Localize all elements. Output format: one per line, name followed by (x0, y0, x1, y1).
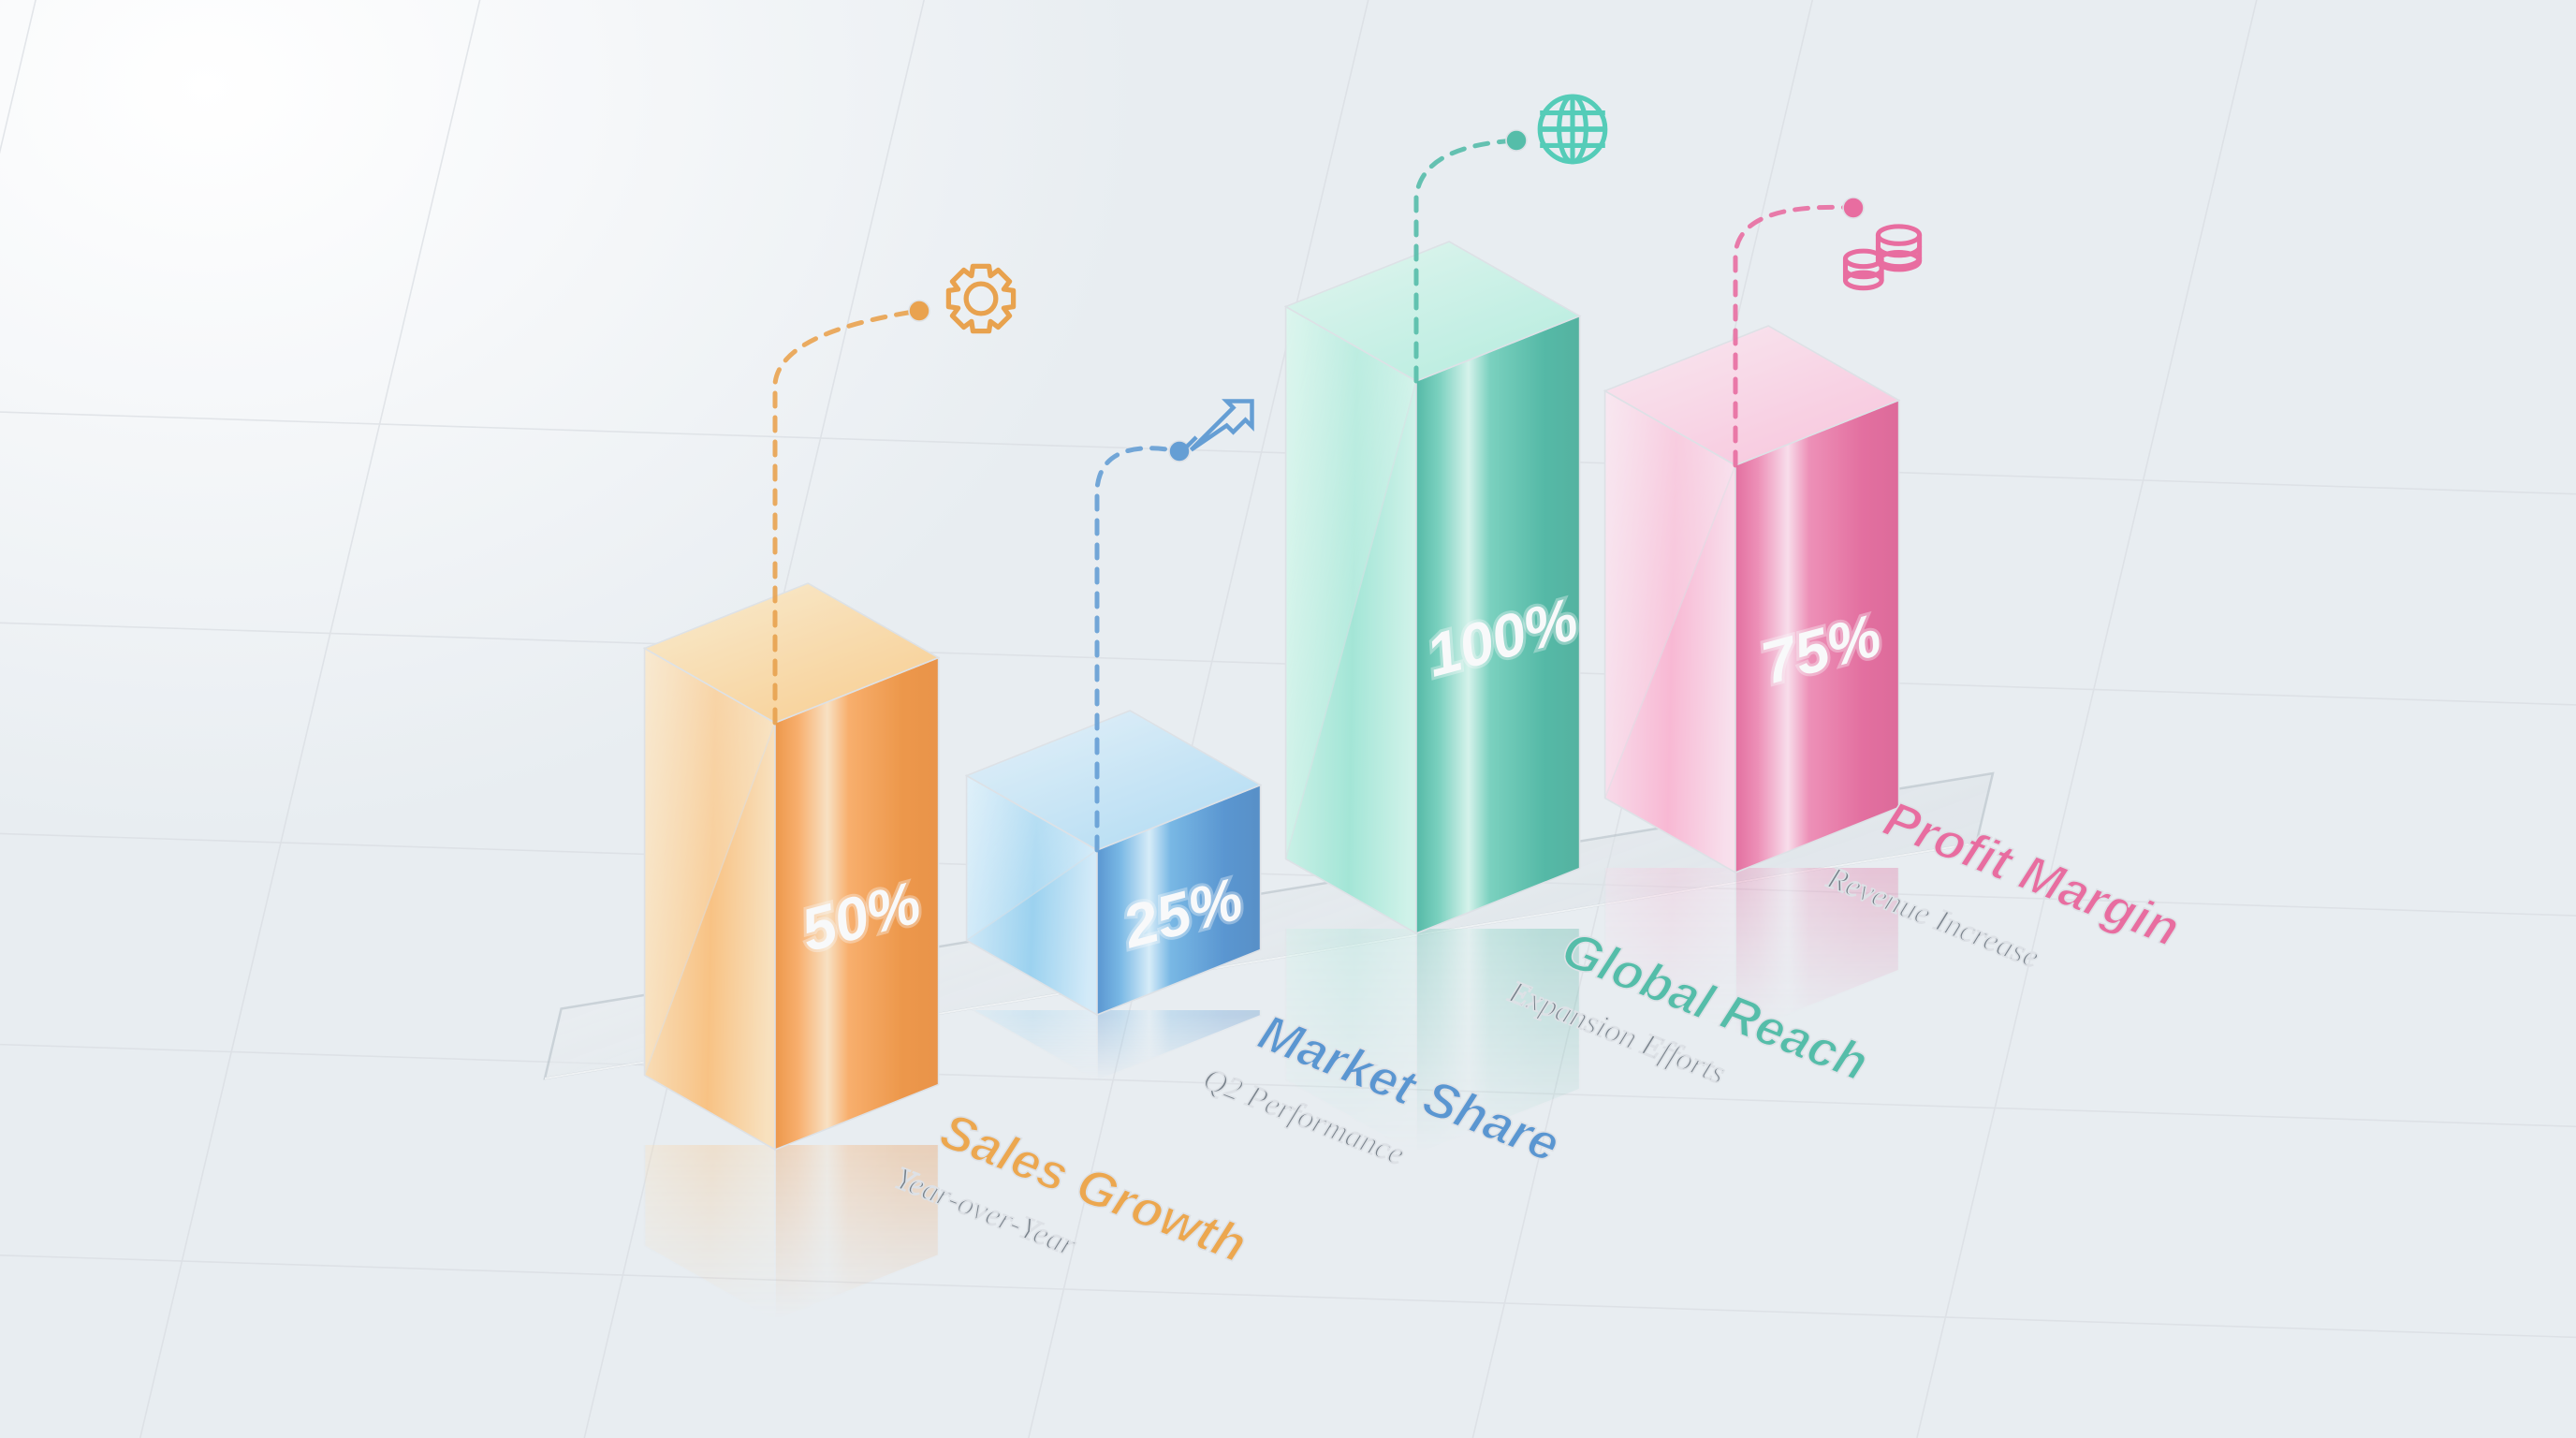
svg-text:Profit Margin: Profit Margin (1877, 790, 2188, 957)
svg-text:Sales Growth: Sales Growth (933, 1102, 1254, 1273)
